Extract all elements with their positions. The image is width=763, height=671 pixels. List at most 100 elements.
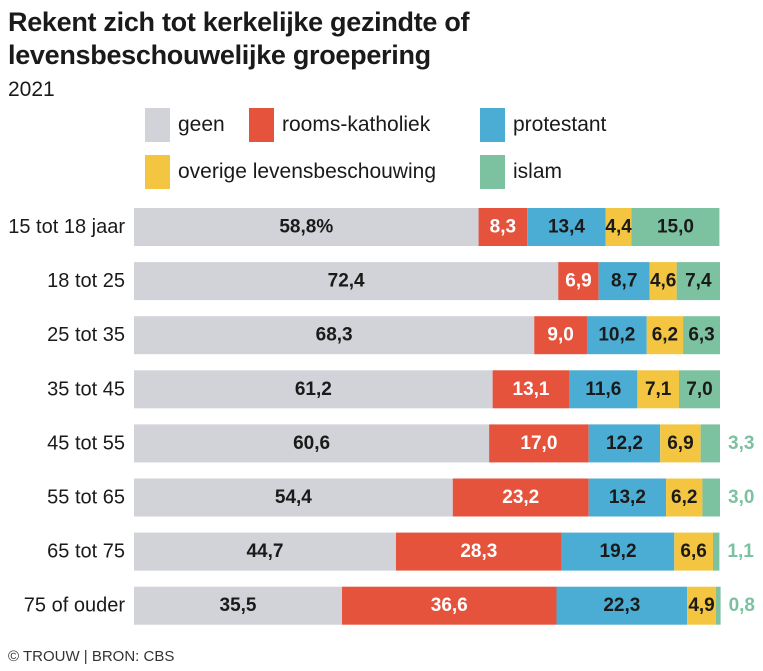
bar-segment-rooms-katholiek xyxy=(558,262,599,301)
category-label: 55 tot 65 xyxy=(47,487,125,509)
bar-segment-islam xyxy=(702,478,720,517)
data-label-rooms-katholiek: 28,3 xyxy=(460,541,497,562)
bar-segment-geen xyxy=(134,586,343,625)
legend-label-protestant: protestant xyxy=(513,113,607,136)
legend-swatch-geen xyxy=(145,108,170,142)
legend-item-rooms-katholiek: rooms-katholiek xyxy=(249,108,430,142)
data-label-islam: 7,4 xyxy=(685,271,712,292)
data-label-islam: 6,3 xyxy=(688,325,714,346)
bar-segment-protestant xyxy=(588,424,661,463)
data-label-overige-levensbeschouwing: 6,6 xyxy=(680,541,706,562)
data-label-rooms-katholiek: 13,1 xyxy=(513,379,550,400)
bar-segment-overige-levensbeschouwing xyxy=(660,424,701,463)
data-label-geen: 61,2 xyxy=(295,379,332,400)
bar-segment-rooms-katholiek xyxy=(395,532,562,571)
bar-segment-islam xyxy=(683,316,720,355)
data-label-overige-levensbeschouwing: 6,2 xyxy=(671,487,697,508)
category-label: 75 of ouder xyxy=(24,595,126,617)
chart-subtitle: 2021 xyxy=(8,78,55,101)
bar-segment-protestant xyxy=(561,532,675,571)
bar-segment-overige-levensbeschouwing xyxy=(637,370,679,409)
data-label-protestant: 8,7 xyxy=(611,271,637,292)
category-label: 25 tot 35 xyxy=(47,324,125,346)
bar-segment-rooms-katholiek xyxy=(489,424,589,463)
bar-segment-geen xyxy=(134,478,453,517)
legend-item-islam: islam xyxy=(480,155,562,189)
source-credit: © TROUW | BRON: CBS xyxy=(8,648,175,665)
data-label-overige-levensbeschouwing: 4,6 xyxy=(650,271,676,292)
bar-segment-rooms-katholiek xyxy=(534,316,587,355)
legend-item-overige-levensbeschouwing: overige levensbeschouwing xyxy=(145,155,436,189)
data-label-overige-levensbeschouwing: 7,1 xyxy=(645,379,672,400)
bar-segment-rooms-katholiek xyxy=(452,478,589,517)
bar-segment-rooms-katholiek xyxy=(478,208,528,246)
data-label-islam: 0,8 xyxy=(729,595,755,616)
legend-item-protestant: protestant xyxy=(480,108,606,142)
category-label: 35 tot 45 xyxy=(47,378,125,400)
legend-label-rooms-katholiek: rooms-katholiek xyxy=(282,113,431,136)
legend-swatch-rooms-katholiek xyxy=(249,108,274,142)
data-label-overige-levensbeschouwing: 6,9 xyxy=(667,433,693,454)
legend-label-geen: geen xyxy=(178,113,225,136)
legend-swatch-islam xyxy=(480,155,505,189)
data-label-geen: 35,5 xyxy=(220,595,257,616)
bar-segment-protestant xyxy=(569,370,638,409)
data-label-protestant: 19,2 xyxy=(600,541,637,562)
data-label-islam: 3,0 xyxy=(728,487,754,508)
bar-segment-islam xyxy=(631,208,720,246)
legend-swatch-protestant xyxy=(480,108,505,142)
category-label: 45 tot 55 xyxy=(47,432,125,454)
data-label-geen: 44,7 xyxy=(246,541,283,562)
data-label-islam: 7,0 xyxy=(686,379,712,400)
data-label-islam: 1,1 xyxy=(727,541,754,562)
bar-segment-overige-levensbeschouwing xyxy=(646,316,684,355)
bar-segment-rooms-katholiek xyxy=(342,586,557,625)
bar-segment-geen xyxy=(134,370,493,409)
bar-segment-protestant xyxy=(598,262,650,301)
data-label-protestant: 10,2 xyxy=(598,325,635,346)
bar-segment-rooms-katholiek xyxy=(492,370,570,409)
data-label-rooms-katholiek: 17,0 xyxy=(520,433,557,454)
bar-segment-overige-levensbeschouwing xyxy=(674,532,713,571)
bar-segment-islam xyxy=(715,586,721,625)
legend-swatch-overige-levensbeschouwing xyxy=(145,155,170,189)
data-label-rooms-katholiek: 9,0 xyxy=(547,325,573,346)
legend-label-islam: islam xyxy=(513,160,563,183)
data-label-rooms-katholiek: 36,6 xyxy=(431,595,468,616)
bar-segment-protestant xyxy=(588,478,667,517)
data-label-protestant: 22,3 xyxy=(603,595,640,616)
bar-segment-islam xyxy=(700,424,720,463)
bar-segment-overige-levensbeschouwing xyxy=(687,586,716,625)
data-label-protestant: 13,4 xyxy=(548,217,585,238)
data-label-protestant: 11,6 xyxy=(585,379,621,400)
data-label-geen: 54,4 xyxy=(275,487,312,508)
category-label: 18 tot 25 xyxy=(47,270,125,292)
data-label-geen: 60,6 xyxy=(293,433,330,454)
data-label-protestant: 13,2 xyxy=(609,487,646,508)
bar-segment-protestant xyxy=(556,586,688,625)
bar-segment-geen xyxy=(134,208,479,246)
bar-segment-islam xyxy=(712,532,720,571)
bar-segment-islam xyxy=(678,370,720,409)
data-label-islam: 3,3 xyxy=(728,433,754,454)
bar-segment-geen xyxy=(134,316,535,355)
data-label-protestant: 12,2 xyxy=(606,433,643,454)
bar-segment-protestant xyxy=(527,208,606,246)
category-label: 15 tot 18 jaar xyxy=(8,216,125,238)
data-label-rooms-katholiek: 23,2 xyxy=(502,487,539,508)
bar-segment-overige-levensbeschouwing xyxy=(649,262,677,301)
data-label-rooms-katholiek: 8,3 xyxy=(490,217,516,238)
data-label-geen: 72,4 xyxy=(328,271,365,292)
bar-segment-islam xyxy=(676,262,720,301)
bar-segment-geen xyxy=(134,262,559,301)
data-label-islam: 15,0 xyxy=(657,217,694,238)
chart-title: Rekent zich tot kerkelijke gezindte of l… xyxy=(8,7,470,70)
data-label-overige-levensbeschouwing: 4,4 xyxy=(605,217,632,238)
legend-item-geen: geen xyxy=(145,108,225,142)
bar-segment-geen xyxy=(134,532,396,571)
data-label-geen: 58,8% xyxy=(279,217,333,238)
bar-segment-geen xyxy=(134,424,490,463)
bar-segment-overige-levensbeschouwing xyxy=(666,478,703,517)
category-label: 65 tot 75 xyxy=(47,541,125,563)
